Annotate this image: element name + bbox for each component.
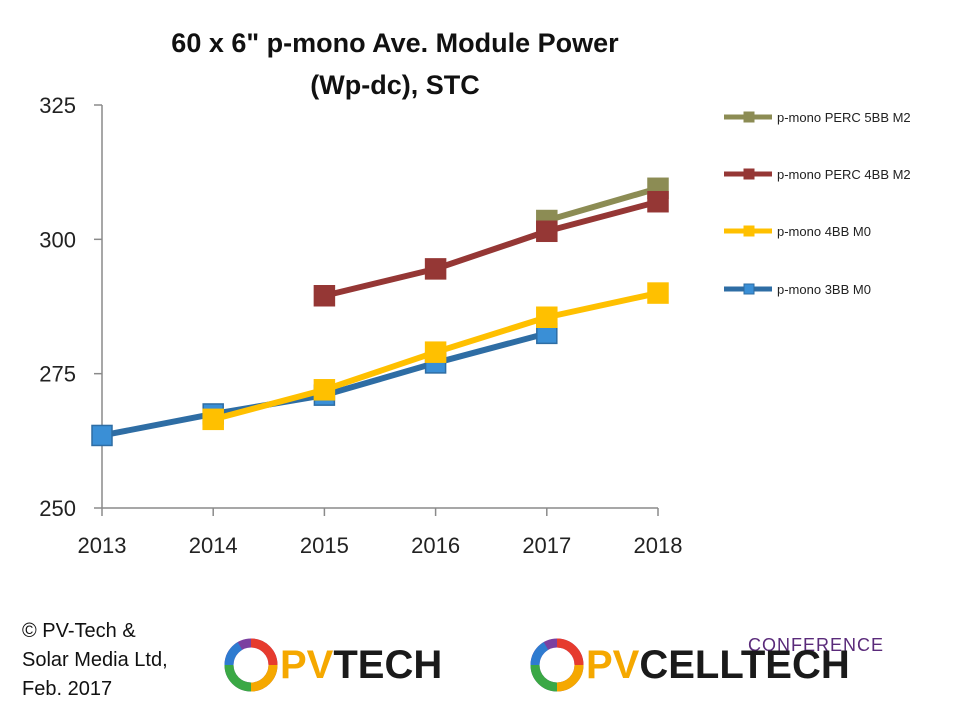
series-line bbox=[323, 198, 659, 299]
chart-title-line-1: 60 x 6" p-mono Ave. Module Power bbox=[171, 28, 619, 58]
legend-item: p-mono 3BB M0 bbox=[724, 282, 871, 297]
copyright-line-2: Solar Media Ltd, bbox=[22, 649, 168, 671]
chart-title-line-2: (Wp-dc), STC bbox=[310, 70, 479, 100]
pvcelltech-logo-icon bbox=[530, 638, 584, 692]
pvcelltech-logo-celltech: CELLTECH bbox=[639, 642, 850, 687]
pvtech-logo-pv: PV bbox=[280, 642, 334, 687]
conference-label: CONFERENCE bbox=[748, 635, 885, 655]
pvtech-logo: PV TECH bbox=[222, 636, 442, 694]
data-point bbox=[202, 408, 224, 431]
legend-label: p-mono PERC 4BB M2 bbox=[777, 167, 911, 182]
data-point bbox=[313, 285, 336, 307]
legend-item: p-mono 4BB M0 bbox=[724, 224, 871, 239]
y-tick-label: 250 bbox=[39, 496, 76, 521]
legend: p-mono PERC 5BB M2 p-mono PERC 4BB M2 p-mo… bbox=[724, 110, 911, 297]
pvtech-logo-icon bbox=[224, 638, 278, 692]
copyright-line-1: © PV-Tech & bbox=[22, 620, 136, 642]
data-point bbox=[313, 379, 336, 401]
legend-swatch-marker bbox=[743, 283, 755, 295]
y-tick-label: 275 bbox=[39, 362, 76, 387]
legend-label: p-mono 4BB M0 bbox=[777, 224, 871, 239]
data-point bbox=[424, 341, 447, 363]
chart-title: 60 x 6" p-mono Ave. Module Power (Wp-dc)… bbox=[171, 28, 619, 100]
x-tick-label: 2017 bbox=[522, 533, 571, 558]
series-p-mono-perc-4bb-m2 bbox=[313, 190, 669, 307]
pvtech-logo-tech: TECH bbox=[333, 642, 443, 687]
legend-item: p-mono PERC 5BB M2 bbox=[724, 110, 911, 125]
legend-swatch-marker bbox=[743, 225, 755, 237]
legend-swatch-marker bbox=[743, 111, 755, 123]
y-tick-label: 325 bbox=[39, 93, 76, 118]
x-tick-label: 2016 bbox=[411, 533, 460, 558]
series-layer bbox=[91, 177, 669, 447]
pvcelltech-logo-pv: PV bbox=[586, 642, 640, 687]
legend-label: p-mono 3BB M0 bbox=[777, 282, 871, 297]
data-point bbox=[91, 424, 113, 447]
pvcelltech-logo: PV CELLTECH bbox=[528, 636, 850, 694]
legend-label: p-mono PERC 5BB M2 bbox=[777, 110, 911, 125]
copyright-line-3: Feb. 2017 bbox=[22, 678, 113, 700]
data-point bbox=[424, 258, 447, 280]
data-point bbox=[647, 190, 669, 213]
y-tick-label: 300 bbox=[39, 227, 76, 252]
series-p-mono-4bb-m0 bbox=[202, 282, 669, 431]
data-point bbox=[647, 282, 669, 304]
data-point bbox=[536, 306, 558, 328]
copyright-text: © PV-Tech & Solar Media Ltd, Feb. 2017 bbox=[22, 617, 202, 704]
legend-item: p-mono PERC 4BB M2 bbox=[724, 167, 911, 182]
x-tick-label: 2015 bbox=[300, 533, 349, 558]
x-tick-label: 2014 bbox=[189, 533, 238, 558]
data-point bbox=[536, 220, 558, 243]
x-tick-label: 2013 bbox=[78, 533, 127, 558]
legend-swatch-marker bbox=[743, 168, 755, 180]
axes: 250 275 300 325 2013 2014 2015 2016 2017 2018 bbox=[39, 93, 682, 558]
series-line bbox=[545, 185, 659, 224]
x-tick-label: 2018 bbox=[634, 533, 683, 558]
